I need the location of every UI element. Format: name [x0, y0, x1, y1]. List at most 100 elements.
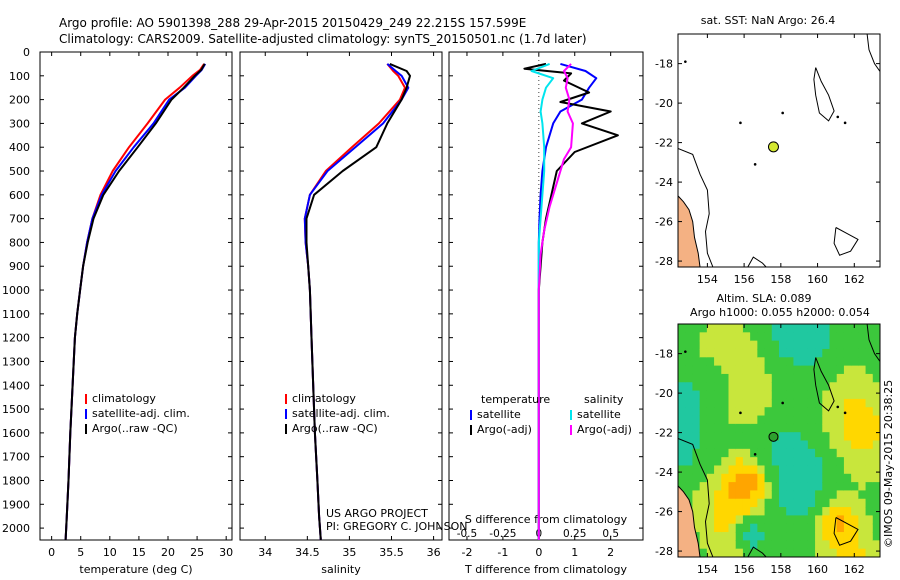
sla-cell	[685, 340, 694, 350]
sla-cell	[829, 332, 838, 342]
sla-cell	[829, 473, 838, 483]
x-tick-label: 34	[258, 546, 272, 559]
sla-cell	[872, 332, 880, 342]
map-y-tick-label: -18	[655, 58, 673, 71]
sla-cell	[836, 415, 845, 425]
sla-cell	[822, 548, 831, 557]
sla-cell	[793, 432, 802, 442]
sla-cell	[836, 482, 845, 492]
sla-cell	[742, 432, 751, 442]
sla-cell	[771, 515, 780, 525]
sla-cell	[822, 332, 831, 342]
sla-cell	[786, 432, 795, 442]
sla-cell	[836, 348, 845, 358]
sla-cell	[865, 448, 874, 458]
sla-cell	[721, 340, 730, 350]
map-x-tick-label: 154	[697, 273, 718, 286]
sla-cell	[706, 490, 715, 500]
sla-cell	[678, 340, 686, 350]
sla-cell	[735, 332, 744, 342]
sla-cell	[843, 373, 852, 383]
x-tick-label: 35.5	[379, 546, 404, 559]
sla-cell	[721, 548, 730, 557]
sla-cell	[771, 507, 780, 516]
sla-cell	[735, 473, 744, 483]
depth-tick-label: 400	[9, 141, 30, 154]
sla-cell	[750, 498, 758, 508]
sla-cell	[858, 423, 867, 433]
sla-cell	[685, 457, 694, 467]
x-tick-label-top: 0.5	[602, 528, 619, 540]
sla-cell	[851, 407, 859, 417]
sla-cell	[757, 465, 766, 475]
sla-cell	[750, 348, 758, 358]
sla-cell	[706, 482, 715, 492]
sla-cell	[779, 540, 787, 550]
sla-cell	[807, 365, 816, 375]
depth-tick-label: 800	[9, 236, 30, 249]
sla-cell	[771, 357, 780, 367]
sla-cell	[764, 340, 773, 350]
sla-cell	[757, 398, 766, 408]
sla-cell	[872, 457, 880, 467]
sla-cell	[865, 507, 874, 516]
sla-cell	[836, 448, 845, 458]
sla-cell	[843, 357, 852, 367]
sla-cell	[786, 407, 795, 417]
sla-cell	[771, 440, 780, 450]
sla-cell	[714, 373, 722, 383]
sla-cell	[786, 490, 795, 500]
sla-cell	[872, 490, 880, 500]
sla-cell	[779, 373, 787, 383]
bathymetry-contour	[678, 438, 714, 557]
sla-cell	[699, 432, 708, 442]
sla-cell	[764, 515, 773, 525]
sla-cell	[836, 490, 845, 500]
sla-cell	[685, 407, 694, 417]
sla-cell	[685, 423, 694, 433]
sla-cell	[851, 332, 859, 342]
sla-cell	[786, 548, 795, 557]
sla-cell	[721, 532, 730, 541]
sla-cell	[851, 415, 859, 425]
map1-title: sat. SST: NaN Argo: 26.4	[701, 14, 835, 27]
sla-cell	[742, 448, 751, 458]
sla-cell	[807, 523, 816, 533]
sla-cell	[764, 365, 773, 375]
sla-cell	[786, 390, 795, 400]
sla-cell	[742, 357, 751, 367]
sla-cell	[800, 482, 809, 492]
sla-cell	[807, 473, 816, 483]
sla-cell	[793, 473, 802, 483]
sla-cell	[742, 340, 751, 350]
sla-cell	[757, 440, 766, 450]
sla-cell	[678, 357, 686, 367]
sla-cell	[678, 423, 686, 433]
sla-cell	[750, 532, 758, 541]
sla-cell	[800, 390, 809, 400]
sla-cell	[685, 473, 694, 483]
sla-cell	[865, 457, 874, 467]
sla-cell	[865, 540, 874, 550]
sla-cell	[706, 548, 715, 557]
sla-cell	[822, 432, 831, 442]
sla-cell	[699, 465, 708, 475]
sla-cell	[815, 473, 823, 483]
sla-cell	[742, 465, 751, 475]
sla-cell	[714, 548, 722, 557]
sla-cell	[829, 423, 838, 433]
sla-cell	[771, 532, 780, 541]
sla-cell	[692, 415, 701, 425]
sla-cell	[750, 465, 758, 475]
sla-cell	[822, 523, 831, 533]
sla-cell	[872, 415, 880, 425]
sla-cell	[800, 324, 809, 333]
sla-cell	[699, 398, 708, 408]
sla-cell	[779, 448, 787, 458]
sla-cell	[872, 423, 880, 433]
x-tick-label-top: -0.5	[457, 528, 478, 540]
sla-cell	[692, 398, 701, 408]
sla-cell	[836, 507, 845, 516]
sla-cell	[728, 324, 737, 333]
sla-cell	[793, 398, 802, 408]
